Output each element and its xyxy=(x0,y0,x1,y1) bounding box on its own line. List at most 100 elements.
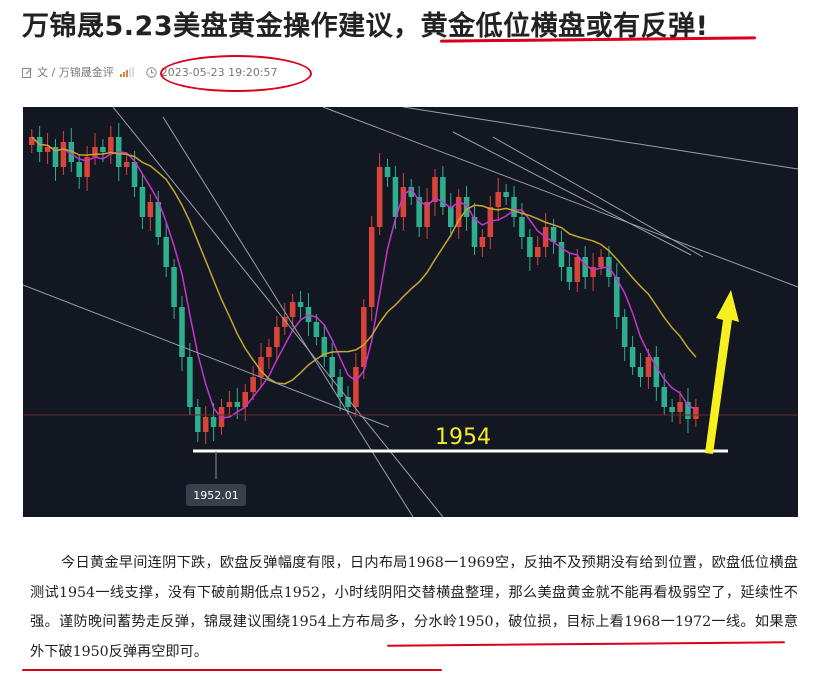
article-title: 万锦晟5.23美盘黄金操作建议，黄金低位横盘或有反弹! xyxy=(22,4,708,43)
candle-body xyxy=(84,157,90,177)
author-name[interactable]: 文 / 万锦晟金评 xyxy=(37,66,114,79)
candle-body xyxy=(590,267,596,277)
candle-body xyxy=(345,397,351,407)
candle-body xyxy=(195,407,201,432)
candle-body xyxy=(76,162,82,177)
support-level-label: 1954 xyxy=(435,425,491,450)
low-price-tag: 1952.01 xyxy=(186,484,246,506)
candle-body xyxy=(693,407,699,419)
candle-body xyxy=(424,202,430,227)
candle-body xyxy=(503,192,509,197)
candle-body xyxy=(582,257,588,277)
candle-body xyxy=(329,357,335,377)
gold-price-chart: 1952.01 1954 xyxy=(23,107,798,517)
candlestick-chart-svg xyxy=(23,107,798,517)
candle-body xyxy=(653,357,660,387)
ma-slow-line xyxy=(31,136,697,385)
candle-body xyxy=(92,147,98,157)
candle-body xyxy=(534,247,541,257)
candle-body xyxy=(361,307,367,367)
candle-body xyxy=(321,337,328,357)
candle-body xyxy=(519,217,525,237)
candle-body xyxy=(337,377,343,397)
candle-body xyxy=(131,162,138,187)
candle-body xyxy=(226,402,233,407)
candle-body xyxy=(100,147,106,152)
candle-body xyxy=(669,407,675,412)
up-arrow xyxy=(705,290,739,454)
candle-body xyxy=(266,347,272,357)
candle-body xyxy=(187,357,193,407)
edit-icon xyxy=(22,67,32,78)
title-part-1: 万锦晟5.23美盘黄金操作建议， xyxy=(22,11,421,42)
candle-body xyxy=(274,327,280,347)
candle-body xyxy=(250,377,256,392)
candle-body xyxy=(234,402,241,407)
candle-body xyxy=(171,267,177,307)
candle-body xyxy=(463,197,470,217)
candle-body xyxy=(44,147,51,152)
candle-body xyxy=(289,302,296,317)
candle-body xyxy=(558,242,565,267)
ma-fast-line xyxy=(31,136,697,419)
candle-body xyxy=(629,347,636,367)
candle-body xyxy=(677,402,683,412)
candle-body xyxy=(376,167,383,227)
candle-body xyxy=(511,197,517,217)
candle-body xyxy=(313,322,320,337)
candle-body xyxy=(598,257,604,267)
candle-body xyxy=(574,257,581,282)
candle-body xyxy=(400,187,407,217)
candle-body xyxy=(202,417,209,432)
candle-body xyxy=(455,197,462,227)
candle-body xyxy=(108,137,114,152)
candle-body xyxy=(281,317,288,327)
candle-body xyxy=(297,302,304,307)
candle-body xyxy=(123,162,130,167)
candle-body xyxy=(29,137,35,145)
candle-body xyxy=(495,192,501,207)
candle-body xyxy=(416,197,422,227)
trend-line xyxy=(322,107,798,288)
candle-body xyxy=(139,187,146,217)
advice-underline-2 xyxy=(22,669,442,671)
trend-line xyxy=(402,107,798,170)
candle-body xyxy=(353,367,359,407)
trend-line xyxy=(112,107,444,517)
candle-body xyxy=(448,207,454,227)
candle-body xyxy=(179,307,185,357)
candle-body xyxy=(550,227,557,242)
candle-body xyxy=(527,237,533,257)
candle-body xyxy=(242,392,248,407)
candle-body xyxy=(258,357,264,377)
candle-body xyxy=(60,142,67,167)
candle-body xyxy=(661,387,668,407)
clock-icon xyxy=(146,66,157,78)
candle-body xyxy=(384,167,391,177)
trend-line xyxy=(23,284,390,428)
candle-body xyxy=(685,402,691,419)
candle-body xyxy=(645,357,652,377)
candle-body xyxy=(147,202,154,217)
candle-body xyxy=(432,177,438,202)
candle-body xyxy=(392,177,399,217)
candle-body xyxy=(487,207,494,237)
candle-body xyxy=(408,187,415,197)
candle-body xyxy=(566,267,573,282)
candle-body xyxy=(210,417,217,427)
candle-body xyxy=(479,237,486,247)
candle-body xyxy=(163,237,169,267)
candle-body xyxy=(614,277,620,317)
datetime-circle-annotation xyxy=(160,55,312,92)
candle-body xyxy=(621,317,628,347)
candle-body xyxy=(471,217,478,247)
signal-bars-icon xyxy=(119,67,134,77)
article-body: 今日黄金早间连阴下跌，欧盘反弹幅度有限，日内布局1968一1969空，反抽不及预… xyxy=(30,555,798,661)
candle-body xyxy=(368,227,375,307)
candle-body xyxy=(155,202,162,237)
candle-body xyxy=(52,147,59,167)
candle-body xyxy=(637,367,644,377)
trend-lines xyxy=(23,107,798,517)
candle-body xyxy=(440,177,446,207)
trend-line xyxy=(452,131,692,256)
